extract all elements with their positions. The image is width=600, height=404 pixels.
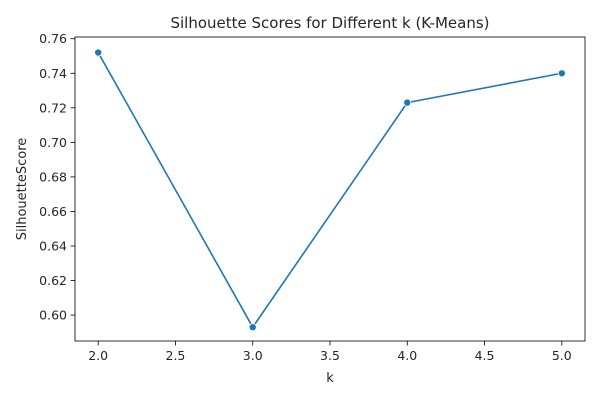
x-tick-label: 3.0 bbox=[243, 348, 263, 363]
y-tick-label: 0.68 bbox=[39, 169, 67, 184]
data-point bbox=[557, 69, 566, 78]
x-tick-label: 2.0 bbox=[88, 348, 108, 363]
x-tick-label: 5.0 bbox=[552, 348, 572, 363]
x-tick-label: 2.5 bbox=[166, 348, 186, 363]
x-tick-label: 4.5 bbox=[475, 348, 495, 363]
data-point bbox=[248, 323, 257, 332]
chart-title: Silhouette Scores for Different k (K-Mea… bbox=[170, 14, 489, 32]
y-tick-label: 0.60 bbox=[39, 308, 67, 323]
y-tick-label: 0.74 bbox=[39, 66, 67, 81]
y-tick-label: 0.62 bbox=[39, 273, 67, 288]
y-tick-label: 0.66 bbox=[39, 204, 67, 219]
x-axis-title: k bbox=[326, 371, 334, 386]
y-tick-label: 0.70 bbox=[39, 135, 67, 150]
data-point bbox=[94, 48, 103, 57]
series-line bbox=[97, 51, 563, 328]
x-tick-label: 3.5 bbox=[320, 348, 340, 363]
y-tick-label: 0.72 bbox=[39, 100, 67, 115]
x-tick-label: 4.0 bbox=[397, 348, 417, 363]
data-point bbox=[403, 98, 412, 107]
y-tick-label: 0.76 bbox=[39, 31, 67, 46]
plot-area: 2.0 2.5 3.0 3.5 4.0 4.5 5.0 0.60 0.62 0.64 0.66 0.6… bbox=[39, 31, 586, 363]
y-tick-label: 0.64 bbox=[39, 239, 67, 254]
y-axis-title: SilhouetteScore bbox=[15, 138, 30, 241]
